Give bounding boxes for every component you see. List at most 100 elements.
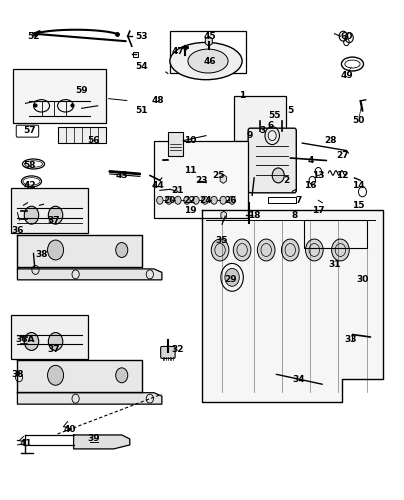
- Circle shape: [157, 196, 163, 204]
- Circle shape: [175, 196, 181, 204]
- Text: 43: 43: [116, 171, 128, 180]
- Text: 42: 42: [23, 181, 36, 190]
- Text: 41: 41: [19, 440, 32, 448]
- Bar: [304, 220, 366, 248]
- Text: 40: 40: [63, 424, 76, 434]
- Circle shape: [48, 240, 63, 260]
- Polygon shape: [74, 435, 130, 449]
- Text: 30: 30: [356, 276, 369, 284]
- Text: 2: 2: [283, 176, 289, 185]
- Text: 38: 38: [11, 370, 24, 379]
- Circle shape: [282, 239, 299, 261]
- Ellipse shape: [170, 42, 242, 80]
- Text: 36: 36: [11, 226, 24, 234]
- Circle shape: [166, 196, 172, 204]
- Polygon shape: [17, 392, 162, 404]
- Ellipse shape: [188, 49, 228, 73]
- Text: 13: 13: [312, 171, 324, 180]
- Circle shape: [332, 239, 349, 261]
- Text: 22: 22: [184, 196, 196, 205]
- FancyBboxPatch shape: [13, 68, 106, 123]
- Text: 8: 8: [291, 210, 297, 220]
- Bar: [168, 132, 183, 156]
- Circle shape: [229, 196, 235, 204]
- Text: 7: 7: [295, 196, 301, 205]
- Text: 9: 9: [247, 131, 253, 140]
- Circle shape: [233, 239, 251, 261]
- Text: 12: 12: [336, 171, 349, 180]
- Circle shape: [193, 196, 199, 204]
- Polygon shape: [17, 269, 162, 280]
- Circle shape: [202, 196, 208, 204]
- Bar: [133, 52, 138, 57]
- Text: 50: 50: [352, 116, 365, 125]
- Polygon shape: [202, 210, 383, 402]
- Circle shape: [184, 196, 190, 204]
- Text: 54: 54: [135, 62, 148, 70]
- Text: 5: 5: [287, 106, 293, 116]
- Text: 39: 39: [87, 434, 100, 444]
- Text: 37: 37: [47, 216, 60, 224]
- Circle shape: [116, 242, 128, 258]
- Text: 21: 21: [172, 186, 184, 195]
- Text: 44: 44: [152, 181, 164, 190]
- Text: 55: 55: [268, 112, 280, 120]
- FancyBboxPatch shape: [161, 346, 175, 358]
- Text: 48: 48: [152, 96, 164, 106]
- Text: 18: 18: [248, 210, 261, 220]
- Text: 35: 35: [216, 236, 228, 244]
- Text: 38: 38: [35, 250, 48, 260]
- Circle shape: [24, 332, 39, 350]
- Text: 58: 58: [23, 161, 36, 170]
- Text: 53: 53: [136, 32, 148, 40]
- Text: 57: 57: [23, 126, 36, 135]
- Bar: [234, 96, 286, 140]
- Text: 34: 34: [292, 375, 305, 384]
- Circle shape: [48, 366, 63, 385]
- Bar: [57, 127, 106, 143]
- Text: 56: 56: [87, 136, 100, 145]
- Text: 1: 1: [239, 92, 245, 100]
- Circle shape: [211, 239, 229, 261]
- Text: 26: 26: [224, 196, 236, 205]
- Circle shape: [116, 368, 128, 383]
- Circle shape: [48, 206, 63, 224]
- Text: 46: 46: [204, 56, 216, 66]
- Bar: [170, 31, 246, 74]
- Text: 51: 51: [136, 106, 148, 116]
- Text: 49: 49: [340, 72, 353, 80]
- Text: 45: 45: [204, 32, 216, 40]
- Text: 59: 59: [75, 86, 88, 96]
- Text: 6: 6: [267, 121, 274, 130]
- Text: 15: 15: [352, 200, 365, 210]
- Bar: [11, 188, 88, 232]
- Text: 33: 33: [344, 335, 357, 344]
- Text: 4: 4: [307, 156, 314, 165]
- Text: 24: 24: [200, 196, 213, 205]
- Bar: [154, 140, 248, 218]
- Text: 3: 3: [259, 126, 265, 135]
- FancyBboxPatch shape: [248, 128, 296, 193]
- Polygon shape: [17, 235, 142, 268]
- Text: 23: 23: [196, 176, 208, 185]
- Text: 60: 60: [340, 32, 353, 40]
- Circle shape: [305, 239, 323, 261]
- Bar: [268, 197, 296, 203]
- Text: 25: 25: [212, 171, 224, 180]
- Text: 27: 27: [336, 151, 349, 160]
- Text: 29: 29: [224, 276, 236, 284]
- Circle shape: [211, 196, 217, 204]
- Circle shape: [272, 168, 284, 183]
- Text: 19: 19: [184, 206, 196, 214]
- Circle shape: [48, 332, 63, 350]
- Text: 14: 14: [352, 181, 365, 190]
- Text: 20: 20: [164, 196, 176, 205]
- Text: 52: 52: [27, 32, 40, 40]
- Circle shape: [257, 239, 275, 261]
- Text: 17: 17: [312, 206, 325, 214]
- Text: 28: 28: [324, 136, 337, 145]
- Text: 36A: 36A: [16, 335, 35, 344]
- Text: 37: 37: [47, 345, 60, 354]
- Bar: [11, 314, 88, 360]
- Circle shape: [24, 206, 39, 224]
